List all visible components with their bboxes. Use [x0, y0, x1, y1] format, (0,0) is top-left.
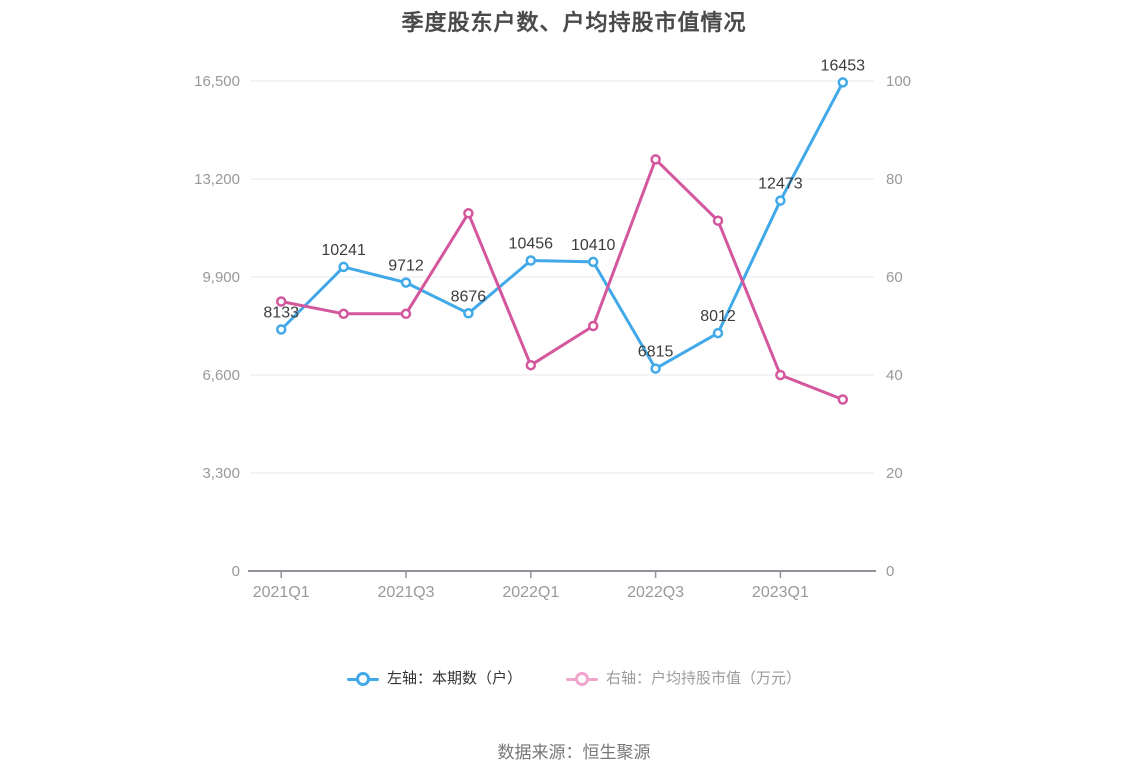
y-axis-label-left: 6,600	[202, 367, 240, 384]
legend-item-market-value[interactable]: 右轴：户均持股市值（万元）	[566, 669, 801, 689]
data-point-marker	[463, 308, 474, 319]
data-point-marker	[275, 324, 287, 335]
data-point-label: 8012	[700, 308, 736, 325]
data-point-marker	[650, 363, 661, 374]
data-point-marker	[712, 327, 724, 339]
x-axis-label: 2023Q1	[752, 584, 809, 601]
data-point-label: 9712	[388, 258, 424, 275]
data-point-marker	[400, 277, 412, 288]
x-axis-label: 2022Q3	[627, 584, 684, 601]
data-point-marker	[837, 77, 849, 88]
data-point-marker	[587, 320, 599, 332]
legend-line-marker-icon	[346, 672, 379, 686]
chart-canvas: 2021Q1 2021Q3 2022Q1 2022Q3 2023Q1 0 3,300 6,60…	[194, 57, 911, 601]
y-axis-label-left: 3,300	[202, 465, 240, 482]
series-line-market-value	[279, 157, 845, 401]
y-axis-label-left: 9,900	[202, 269, 240, 286]
x-axis-label: 2021Q1	[253, 584, 310, 601]
y-axis-label-left: 0	[232, 563, 240, 580]
data-point-marker	[650, 154, 661, 165]
data-point-marker	[775, 195, 786, 206]
data-point-label: 8676	[451, 288, 487, 305]
legend-item-shareholder-count[interactable]: 左轴：本期数（户）	[346, 669, 522, 689]
y-axis-label-right: 0	[886, 563, 894, 580]
data-point-label: 10241	[321, 242, 366, 259]
series-line-shareholder-count	[279, 80, 845, 371]
data-point-marker	[338, 261, 349, 273]
y-axis-label-right: 20	[886, 465, 903, 482]
data-point-label: 6815	[638, 344, 674, 361]
y-axis-label-right: 80	[886, 171, 903, 188]
x-axis-label: 2021Q3	[378, 584, 435, 601]
data-point-marker	[525, 359, 537, 371]
data-point-label: 12473	[758, 176, 803, 193]
data-point-marker	[463, 208, 474, 219]
legend-label-shareholder-count: 左轴：本期数（户）	[386, 670, 522, 687]
data-point-label: 10410	[571, 237, 616, 254]
data-point-marker	[525, 255, 537, 266]
y-axis-label-left: 16,500	[194, 73, 240, 90]
data-point-label: 10456	[509, 236, 554, 253]
x-axis-label: 2022Q1	[502, 584, 559, 601]
data-point-marker	[712, 215, 724, 226]
data-source: 数据来源：恒生聚源	[497, 743, 651, 762]
y-axis-label-right: 100	[886, 73, 911, 90]
data-point-label: 16453	[821, 57, 866, 74]
data-point-marker	[775, 369, 786, 381]
data-point-marker	[275, 296, 287, 307]
data-point-label: 8133	[263, 305, 299, 322]
legend-line-marker-icon	[566, 672, 598, 686]
data-point-marker	[400, 308, 412, 320]
legend-circle-icon	[575, 672, 589, 686]
chart-legend: 左轴：本期数（户） 右轴：户均持股市值（万元）	[0, 669, 1148, 689]
legend-circle-icon	[355, 672, 370, 686]
y-axis-label-right: 60	[886, 269, 903, 286]
data-point-marker	[837, 394, 849, 405]
y-axis-label-right: 40	[886, 367, 903, 384]
legend-label-market-value: 右轴：户均持股市值（万元）	[606, 670, 802, 687]
chart-title: 季度股东户数、户均持股市值情况	[401, 10, 747, 35]
y-axis-label-left: 13,200	[194, 171, 240, 188]
data-point-marker	[587, 256, 599, 268]
data-point-marker	[338, 308, 349, 320]
